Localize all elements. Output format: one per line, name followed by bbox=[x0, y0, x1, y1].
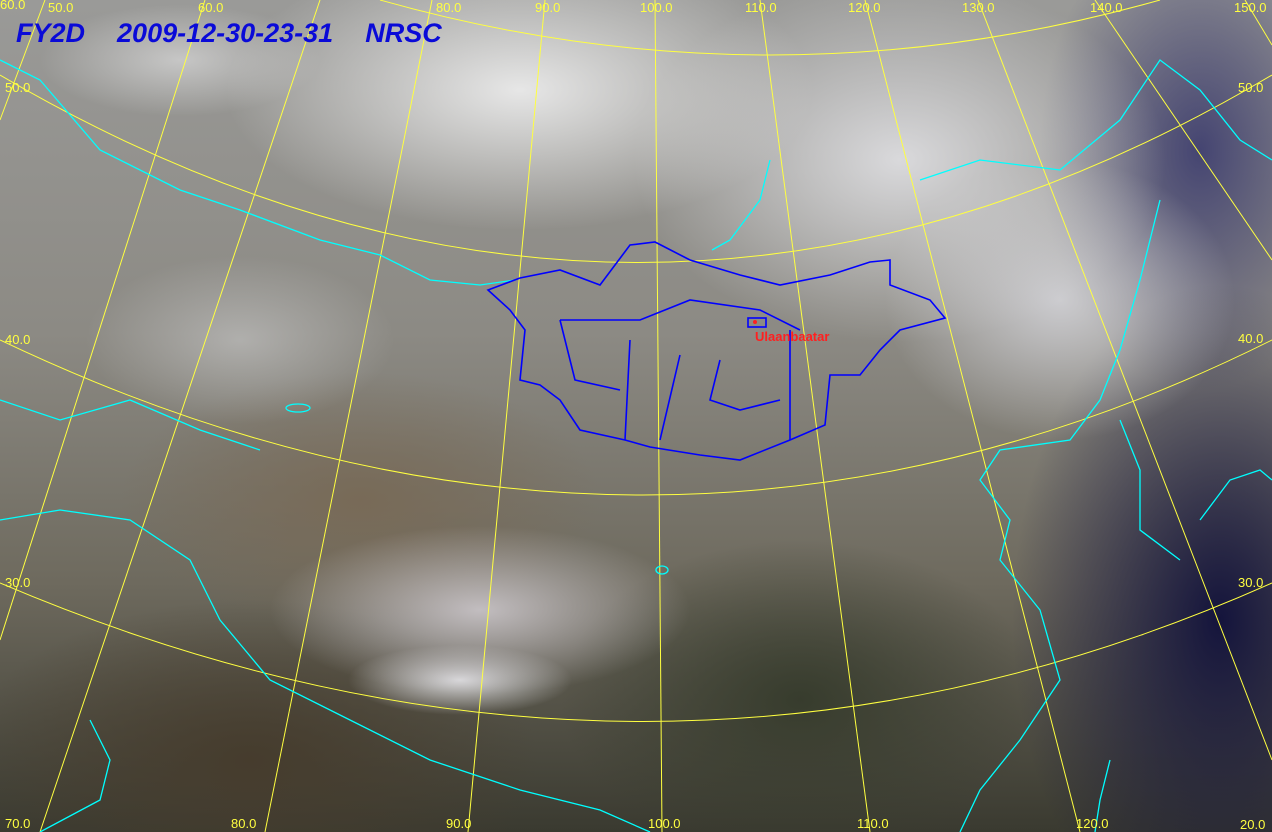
right-label: 30.0 bbox=[1238, 575, 1264, 590]
top-label: 130.0 bbox=[962, 0, 995, 15]
bottom-label: 70.0 bbox=[5, 816, 31, 831]
top-label: 100.0 bbox=[640, 0, 673, 15]
left-label: 40.0 bbox=[5, 332, 31, 347]
lon-70-line bbox=[39, 0, 321, 832]
top-label: 110.0 bbox=[745, 0, 777, 15]
top-label: 60.0 bbox=[0, 0, 26, 12]
coastlines bbox=[0, 59, 1272, 832]
bottom-label: 100.0 bbox=[648, 816, 681, 831]
lon-150-line bbox=[1244, 0, 1272, 46]
lon-140-line bbox=[1094, 0, 1272, 261]
lon-80-line bbox=[264, 0, 433, 832]
lon-100-line bbox=[654, 0, 663, 832]
satellite-name: FY2D bbox=[16, 18, 86, 48]
lon-110-line bbox=[759, 0, 871, 832]
left-label: 30.0 bbox=[5, 575, 31, 590]
lon-60-line bbox=[0, 0, 206, 641]
lon-130-line bbox=[977, 0, 1272, 761]
lat-60-line bbox=[379, 0, 1161, 56]
image-title: FY2D 2009-12-30-23-31 NRSC bbox=[16, 18, 474, 49]
ulaanbaatar-marker bbox=[753, 320, 757, 324]
top-label: 140.0 bbox=[1090, 0, 1123, 15]
top-label: 120.0 bbox=[848, 0, 881, 15]
bottom-label: 80.0 bbox=[231, 816, 257, 831]
lat-30-line bbox=[0, 582, 1272, 722]
lon-90-line bbox=[467, 0, 546, 832]
agency: NRSC bbox=[365, 18, 442, 48]
bottom-label: 120.0 bbox=[1076, 816, 1109, 831]
city-label-ulaanbaatar: Ulaanbaatar bbox=[755, 329, 830, 344]
top-label: 80.0 bbox=[436, 0, 462, 15]
bottom-label: 20.0 bbox=[1240, 817, 1266, 832]
lat-50-line bbox=[0, 74, 1272, 263]
lat-40-line bbox=[0, 339, 1272, 496]
left-label: 50.0 bbox=[5, 80, 31, 95]
lon-120-line bbox=[864, 0, 1081, 832]
bottom-label: 90.0 bbox=[446, 816, 472, 831]
timestamp: 2009-12-30-23-31 bbox=[117, 18, 334, 48]
mongolia-borders bbox=[486, 241, 947, 461]
lon-50-line bbox=[0, 0, 46, 121]
right-label: 40.0 bbox=[1238, 331, 1264, 346]
top-label: 60.0 bbox=[198, 0, 224, 15]
bottom-label: 110.0 bbox=[857, 816, 889, 831]
right-label: 50.0 bbox=[1238, 80, 1264, 95]
top-label: 150.0 bbox=[1234, 0, 1267, 15]
top-label: 50.0 bbox=[48, 0, 74, 15]
top-label: 90.0 bbox=[535, 0, 561, 15]
